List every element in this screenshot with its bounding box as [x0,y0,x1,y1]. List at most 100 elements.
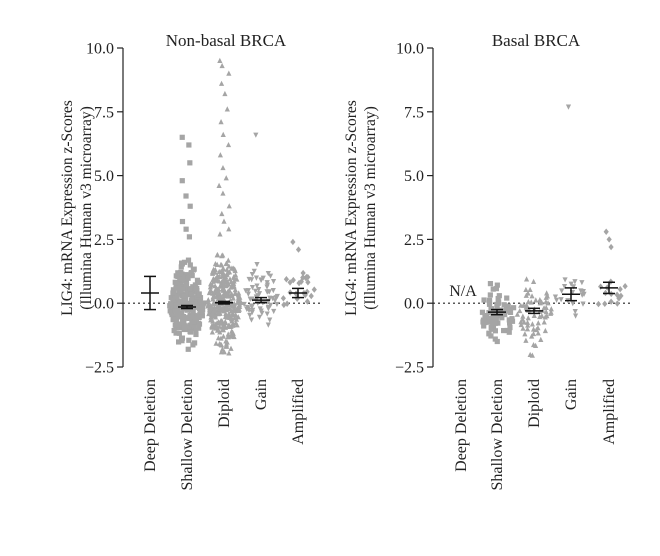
data-point [559,288,565,294]
data-point [228,279,234,285]
data-point [264,311,270,317]
data-point [608,243,614,251]
y-tick-label: 0.0 [94,296,114,313]
data-point [224,304,231,311]
data-point [229,265,235,271]
data-point [232,272,239,278]
data-point [179,310,185,316]
x-tick-label: Gain [253,379,270,410]
data-point [189,289,196,295]
data-point [495,295,501,302]
data-point [212,266,218,273]
data-point [217,57,223,63]
data-point [544,290,550,296]
x-tick-label: Shallow Deletion [179,379,196,491]
y-tick-label: 5.0 [404,168,424,185]
data-point [230,295,236,301]
data-point [222,318,228,325]
data-point [518,302,524,308]
data-point [572,279,578,285]
data-point [220,164,226,171]
data-point [249,272,255,278]
data-point [228,314,234,320]
data-point [224,260,230,267]
data-point [487,292,493,298]
data-point [528,299,534,305]
y-tick-label: −2.5 [85,360,114,377]
data-point [234,276,240,282]
data-point [179,178,185,184]
data-point [522,331,528,337]
data-point [220,333,227,339]
data-point [187,203,193,209]
data-point [535,330,541,336]
data-point [616,295,622,302]
data-point [191,324,197,330]
data-point [199,309,205,315]
data-point [233,316,240,322]
data-point [246,307,252,314]
data-point [260,275,266,281]
data-point [212,275,218,282]
data-point [211,299,217,305]
data-point [188,270,194,276]
data-point [221,349,227,355]
data-point [249,303,255,310]
y-axis: 10.0 7.5 5.0 2.5 0.0 −2.5 [395,41,434,377]
data-point [182,274,188,280]
data-point [267,273,274,279]
data-point [219,62,225,69]
data-point [539,313,545,319]
data-point [267,295,273,301]
data-point [530,330,537,337]
data-point [226,350,232,356]
data-point [267,302,274,308]
data-point [558,297,564,303]
data-point [214,252,221,258]
data-point [187,160,193,166]
data-point [181,259,188,265]
data-point [224,266,230,272]
data-point [579,280,585,286]
data-point [270,279,277,285]
data-point [199,303,205,310]
data-point [229,318,235,324]
data-point [211,293,217,299]
data-points [167,57,317,356]
data-point [176,339,182,345]
data-point [229,291,235,297]
data-point [492,320,498,326]
data-point [529,293,535,299]
y-tick-label: 7.5 [404,104,424,121]
y-axis-label-line2: (Illumina Human v3 microarray) [78,106,95,310]
data-point [189,296,195,302]
data-point [181,321,187,327]
data-point [562,277,568,283]
data-point [547,310,554,316]
data-point [523,302,530,308]
y-tick-label: 10.0 [86,41,114,58]
data-point [214,273,221,279]
data-point [183,281,190,288]
data-point [180,314,186,320]
data-point [181,293,187,299]
data-point [581,291,587,297]
data-point [535,320,541,326]
data-point [173,273,179,279]
chart-basal-brca: Basal BRCA LIG4: mRNA Expression z-Score… [343,31,631,491]
data-point [253,275,260,281]
data-point [580,301,586,307]
data-point [523,286,529,293]
data-point [183,193,189,199]
data-point [197,297,203,303]
data-point [243,288,249,294]
data-point [505,303,511,309]
data-point [520,313,526,319]
data-point [175,270,181,276]
data-point [304,298,311,305]
data-point [176,289,182,295]
data-point [274,301,280,308]
data-point [622,283,628,290]
data-point [617,285,623,293]
data-point [174,305,180,311]
